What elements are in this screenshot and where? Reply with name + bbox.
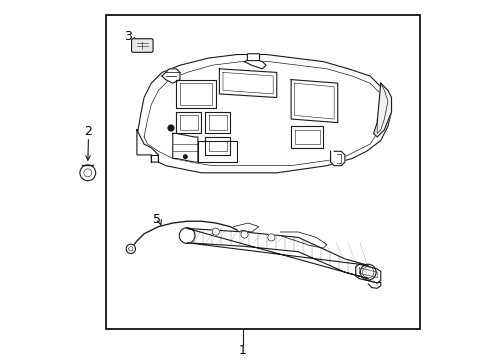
Polygon shape: [219, 69, 276, 98]
Polygon shape: [137, 54, 391, 173]
Polygon shape: [140, 144, 155, 162]
Text: 2: 2: [84, 125, 92, 138]
Polygon shape: [162, 69, 180, 83]
Circle shape: [360, 264, 375, 280]
Polygon shape: [137, 130, 158, 162]
Polygon shape: [204, 137, 230, 155]
Circle shape: [179, 228, 195, 243]
Circle shape: [267, 234, 274, 241]
Circle shape: [126, 244, 135, 253]
Bar: [106, 15, 419, 329]
Polygon shape: [176, 80, 215, 108]
Polygon shape: [367, 280, 380, 288]
Text: 5: 5: [152, 213, 161, 226]
Circle shape: [241, 231, 247, 238]
Polygon shape: [198, 140, 237, 162]
Polygon shape: [176, 112, 201, 134]
Polygon shape: [204, 112, 230, 134]
Polygon shape: [330, 151, 344, 166]
Circle shape: [183, 155, 187, 158]
Circle shape: [80, 165, 96, 181]
Polygon shape: [373, 83, 391, 137]
FancyBboxPatch shape: [131, 39, 153, 52]
Polygon shape: [290, 126, 323, 148]
Polygon shape: [172, 134, 198, 162]
Polygon shape: [187, 228, 367, 279]
Text: 4: 4: [324, 251, 332, 264]
Text: 3: 3: [124, 30, 132, 43]
Circle shape: [168, 125, 174, 131]
Polygon shape: [244, 58, 265, 69]
Polygon shape: [355, 264, 380, 283]
FancyBboxPatch shape: [247, 54, 259, 60]
Text: 1: 1: [238, 344, 246, 357]
Circle shape: [212, 228, 219, 235]
Polygon shape: [290, 80, 337, 123]
